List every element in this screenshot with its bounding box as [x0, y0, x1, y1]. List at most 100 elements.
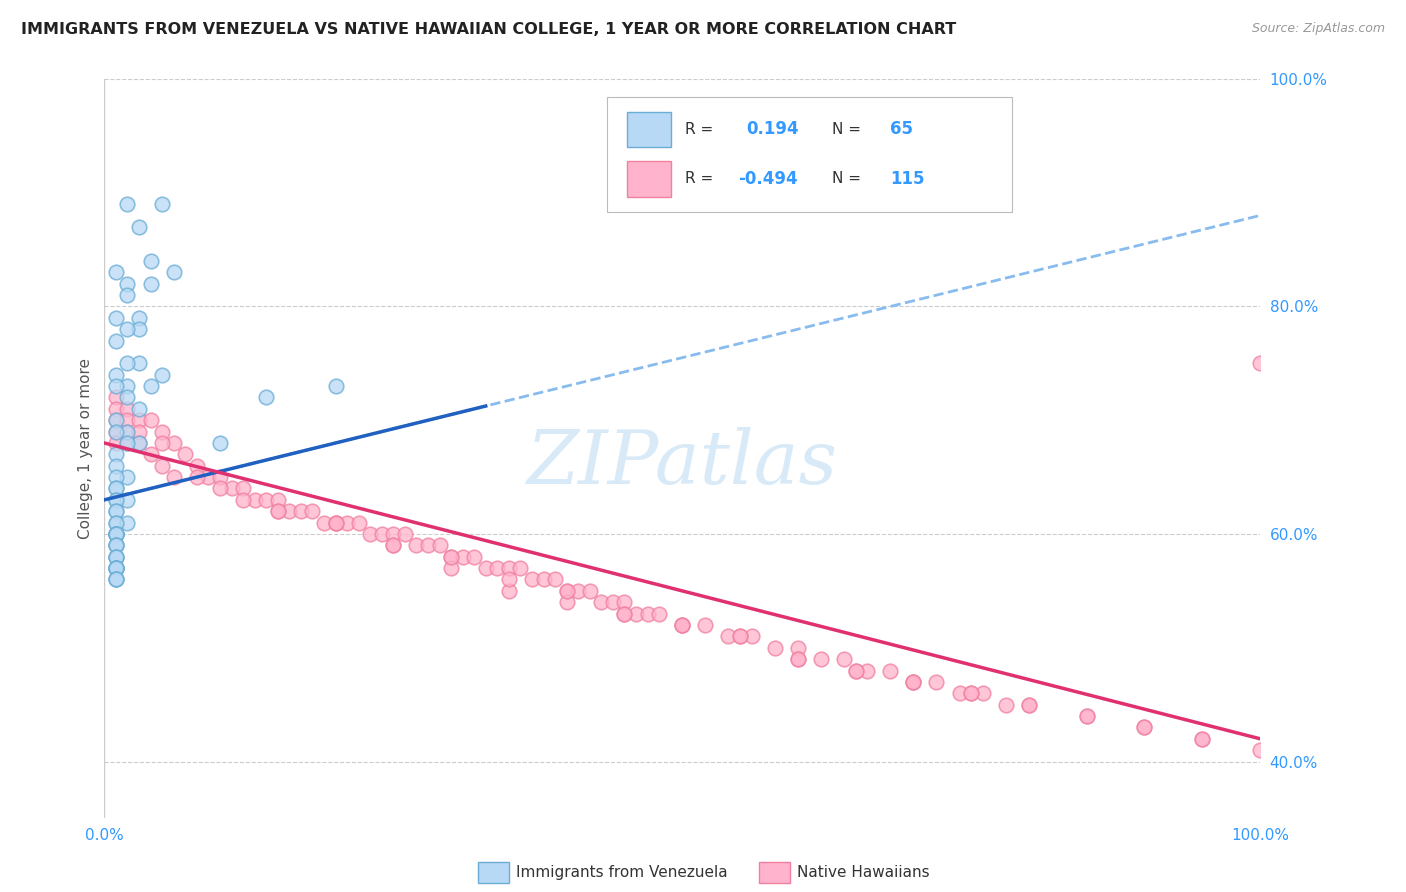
Point [104, 482, 127, 496]
Text: 0.194: 0.194 [745, 120, 799, 138]
Point [671, 618, 693, 632]
Point [440, 549, 463, 564]
Point [104, 516, 127, 530]
Point [117, 516, 139, 530]
Point [104, 561, 127, 575]
FancyBboxPatch shape [627, 112, 671, 147]
Point [150, 197, 173, 211]
Point [104, 573, 127, 587]
Point [104, 482, 127, 496]
Point [347, 516, 370, 530]
Point [786, 640, 808, 655]
Point [104, 379, 127, 393]
Point [278, 504, 301, 518]
Point [104, 527, 127, 541]
Point [117, 492, 139, 507]
Point [104, 265, 127, 279]
Point [695, 618, 717, 632]
Point [104, 447, 127, 461]
Point [486, 561, 509, 575]
Point [139, 254, 162, 268]
Point [104, 458, 127, 473]
Point [104, 561, 127, 575]
Point [128, 425, 150, 439]
Point [117, 277, 139, 291]
Point [117, 322, 139, 336]
Text: 65: 65 [890, 120, 914, 138]
Point [325, 516, 347, 530]
FancyBboxPatch shape [607, 97, 1011, 212]
Point [394, 527, 416, 541]
Point [671, 618, 693, 632]
Point [325, 379, 347, 393]
Point [150, 368, 173, 382]
Point [104, 573, 127, 587]
Point [139, 413, 162, 427]
Text: -0.494: -0.494 [738, 169, 797, 188]
Point [221, 482, 243, 496]
Point [208, 470, 231, 484]
Point [267, 504, 290, 518]
Point [591, 595, 613, 609]
Point [382, 538, 405, 552]
Text: 115: 115 [890, 169, 925, 188]
Point [1133, 720, 1156, 734]
Point [117, 425, 139, 439]
Point [555, 583, 578, 598]
Text: R =: R = [685, 122, 713, 136]
Point [1018, 698, 1040, 712]
Point [128, 322, 150, 336]
Point [520, 573, 543, 587]
Point [104, 527, 127, 541]
Point [104, 561, 127, 575]
Point [948, 686, 970, 700]
Point [104, 538, 127, 552]
Y-axis label: College, 1 year or more: College, 1 year or more [79, 359, 93, 539]
Point [104, 413, 127, 427]
Point [1191, 731, 1213, 746]
Point [844, 664, 866, 678]
Point [555, 595, 578, 609]
Point [624, 607, 647, 621]
Point [117, 436, 139, 450]
Point [104, 538, 127, 552]
Text: ZIPatlas: ZIPatlas [527, 427, 838, 500]
Point [555, 583, 578, 598]
Point [972, 686, 994, 700]
Point [786, 652, 808, 666]
Point [741, 629, 763, 643]
Point [104, 492, 127, 507]
Point [104, 425, 127, 439]
Text: R =: R = [685, 171, 713, 186]
Point [208, 482, 231, 496]
Point [128, 219, 150, 234]
Point [903, 674, 925, 689]
Point [336, 516, 359, 530]
Point [232, 482, 254, 496]
Point [312, 516, 335, 530]
Point [117, 401, 139, 416]
Point [174, 447, 197, 461]
Point [104, 334, 127, 348]
Point [509, 561, 531, 575]
Point [613, 607, 636, 621]
Point [267, 492, 290, 507]
Text: N =: N = [832, 171, 862, 186]
Point [254, 492, 277, 507]
Point [117, 288, 139, 302]
Point [243, 492, 266, 507]
Point [197, 470, 219, 484]
Point [128, 436, 150, 450]
Point [208, 436, 231, 450]
Point [498, 583, 520, 598]
Text: Native Hawaiians: Native Hawaiians [797, 865, 929, 880]
Point [637, 607, 659, 621]
Point [786, 652, 808, 666]
Point [763, 640, 786, 655]
Point [474, 561, 496, 575]
Point [671, 618, 693, 632]
Point [717, 629, 740, 643]
Point [104, 310, 127, 325]
Point [150, 425, 173, 439]
Point [104, 492, 127, 507]
